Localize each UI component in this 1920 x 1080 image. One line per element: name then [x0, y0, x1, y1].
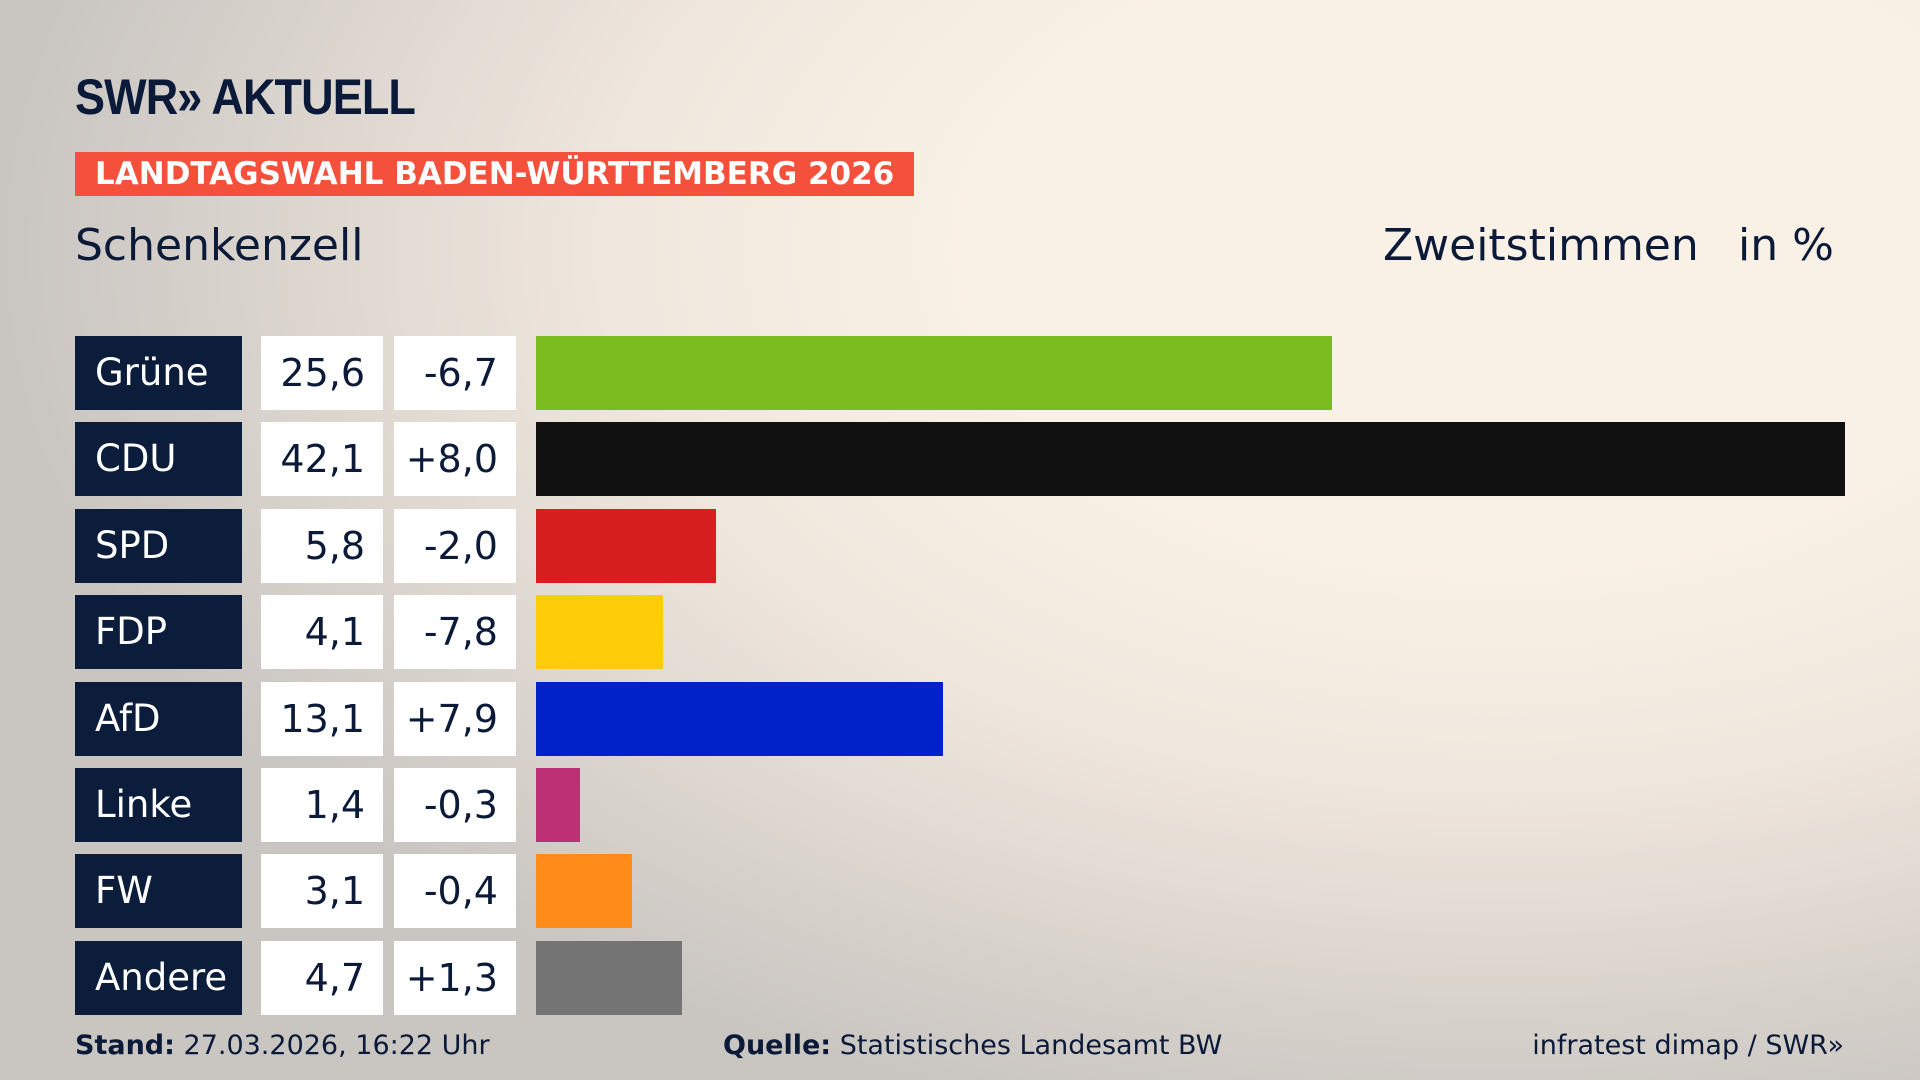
diff-label: +1,3	[394, 940, 516, 1015]
swr-aktuell-logo: SWR» AKTUELL	[75, 69, 416, 125]
diff-label: -6,7	[394, 336, 516, 410]
diff-label: -0,3	[394, 768, 516, 842]
chart-title: Schenkenzell	[75, 220, 364, 271]
bar-row: Grüne 25,6 -6,7	[75, 336, 1875, 410]
value-label: 1,4	[261, 768, 383, 842]
party-label: FW	[75, 854, 242, 929]
bar-row: FDP 4,1 -7,8	[75, 595, 1875, 670]
measure-label: Zweitstimmen	[1383, 220, 1699, 271]
value-label: 4,1	[261, 595, 383, 670]
diff-label: +8,0	[394, 422, 516, 497]
unit-label: in %	[1738, 220, 1834, 271]
value-label: 25,6	[261, 336, 383, 410]
bar-row: CDU 42,1 +8,0	[75, 422, 1875, 497]
stand-value: 27.03.2026, 16:22 Uhr	[183, 1030, 490, 1061]
diff-label: -0,4	[394, 854, 516, 929]
value-label: 3,1	[261, 854, 383, 929]
diff-label: -7,8	[394, 595, 516, 670]
bar	[536, 508, 717, 583]
credit: infratest dimap / SWR»	[1532, 1030, 1844, 1061]
party-label: Linke	[75, 768, 242, 842]
value-label: 5,8	[261, 508, 383, 583]
party-label: Grüne	[75, 336, 242, 410]
party-label: FDP	[75, 595, 242, 670]
value-label: 42,1	[261, 422, 383, 497]
bar-row: AfD 13,1 +7,9	[75, 681, 1875, 756]
party-label: Andere	[75, 940, 242, 1015]
diff-label: +7,9	[394, 681, 516, 756]
election-banner: LANDTAGSWAHL BADEN-WÜRTTEMBERG 2026	[75, 152, 915, 196]
bar	[536, 854, 633, 929]
party-label: AfD	[75, 681, 242, 756]
party-label: SPD	[75, 508, 242, 583]
bar-row: FW 3,1 -0,4	[75, 854, 1875, 929]
bar	[536, 336, 1332, 410]
value-label: 4,7	[261, 940, 383, 1015]
diff-label: -2,0	[394, 508, 516, 583]
bar-row: Linke 1,4 -0,3	[75, 768, 1875, 842]
bar-row: SPD 5,8 -2,0	[75, 508, 1875, 583]
bar	[536, 940, 683, 1015]
bar-row: Andere 4,7 +1,3	[75, 940, 1875, 1015]
bar	[536, 681, 944, 756]
bar	[536, 595, 664, 670]
value-label: 13,1	[261, 681, 383, 756]
bar	[536, 768, 580, 842]
stand-label: Stand:	[75, 1030, 175, 1061]
source: Quelle: Statistisches Landesamt BW	[723, 1030, 1222, 1061]
timestamp: Stand: 27.03.2026, 16:22 Uhr	[75, 1030, 490, 1061]
party-label: CDU	[75, 422, 242, 497]
source-label: Quelle:	[723, 1030, 832, 1061]
bar	[536, 422, 1845, 497]
source-value: Statistisches Landesamt BW	[839, 1030, 1223, 1061]
